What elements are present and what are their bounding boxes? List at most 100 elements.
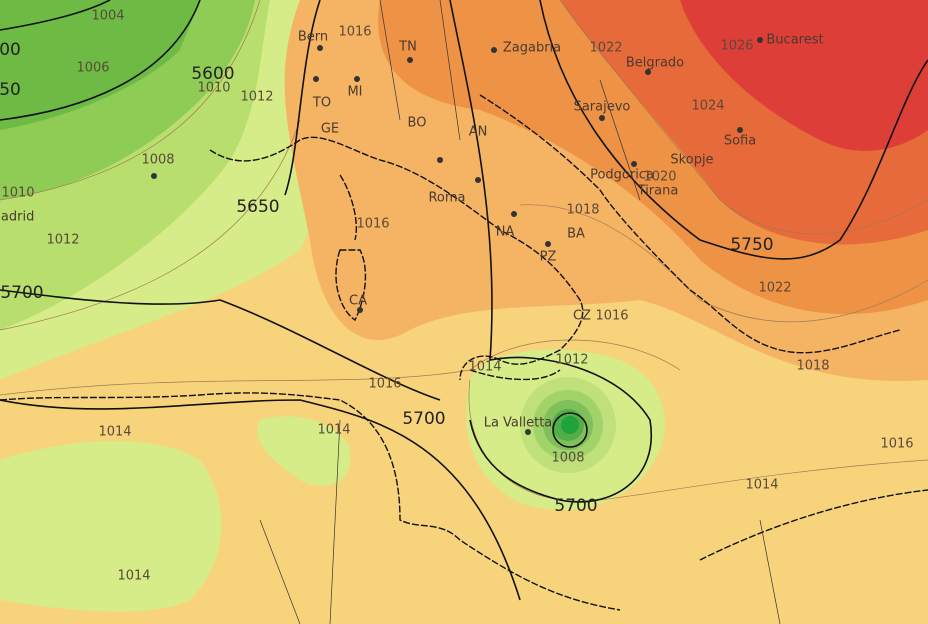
isobar-label: 1016 — [880, 437, 913, 452]
height-label: 5700 — [0, 283, 43, 303]
isobar-label: 1008 — [551, 451, 584, 466]
field-patch — [257, 416, 351, 486]
isobar-label: 1014 — [98, 425, 131, 440]
isobar-label: 1014 — [745, 478, 778, 493]
city-dot — [545, 241, 551, 247]
coastline — [209, 136, 584, 381]
isobar — [559, 0, 928, 235]
city-dot — [475, 177, 481, 183]
city-dot — [525, 429, 531, 435]
height-contour — [284, 0, 321, 196]
height-label: 5700 — [554, 496, 597, 516]
isobar — [0, 339, 681, 396]
city-dot — [737, 127, 743, 133]
city-dot — [511, 211, 517, 217]
city-label: Bucarest — [766, 33, 823, 48]
height-contour — [0, 399, 521, 601]
height-label: 50 — [0, 80, 21, 100]
isobar-label: 1012 — [555, 353, 588, 368]
isobar-label: 1022 — [589, 41, 622, 56]
border — [259, 0, 781, 624]
city-label: BA — [567, 227, 585, 242]
city-label: TO — [312, 96, 331, 111]
isobar-label: 1010 — [197, 81, 230, 96]
height-contour — [539, 0, 928, 260]
isobar-label: 1024 — [691, 99, 724, 114]
height-label: 5650 — [236, 197, 279, 217]
isobar-label: 1026 — [720, 39, 753, 54]
coastline — [699, 489, 928, 561]
isobar-label: 1008 — [141, 153, 174, 168]
height-contour — [449, 0, 653, 503]
city-dot — [631, 161, 637, 167]
city-label: Belgrado — [626, 56, 684, 71]
city-dot — [151, 173, 157, 179]
height-label: 00 — [0, 40, 21, 60]
isobar — [519, 204, 928, 323]
isobar-label: 1022 — [758, 281, 791, 296]
city-label: Podgorica — [590, 168, 654, 183]
isobar-label: 1014 — [117, 569, 150, 584]
field-red — [680, 0, 928, 151]
city-label: MI — [347, 85, 362, 100]
isobar — [468, 379, 928, 502]
labels: 1004 1006 1010 1012 1008 1010 1012 1016 … — [0, 9, 914, 584]
city-label: Bern — [298, 30, 328, 45]
height-contour — [0, 0, 111, 31]
city-dot — [599, 115, 605, 121]
isobar-label: 1016 — [338, 25, 371, 40]
isobar-label: 1010 — [1, 186, 34, 201]
isobar-label: 1018 — [796, 359, 829, 374]
isobar-label: 1006 — [76, 61, 109, 76]
city-label: Tirana — [637, 184, 679, 199]
city-dot — [407, 57, 413, 63]
coastline — [0, 369, 621, 611]
city-dot — [357, 307, 363, 313]
isobar-label: 1016 — [595, 309, 628, 324]
field-dark-green — [0, 0, 200, 130]
low-core — [561, 416, 579, 434]
city-label: PZ — [540, 250, 557, 265]
isobar-label: 1016 — [356, 217, 389, 232]
height-label: 5750 — [730, 235, 773, 255]
isobar-label: 1014 — [468, 360, 501, 375]
city-label: Zagabria — [503, 41, 561, 56]
city-label: AN — [469, 125, 488, 140]
city-dots — [151, 37, 763, 435]
field-patch — [0, 441, 222, 612]
city-label: NA — [496, 225, 515, 240]
isobar-label: 1016 — [368, 377, 401, 392]
city-dot — [757, 37, 763, 43]
city-label: GE — [321, 122, 339, 137]
city-label: CA — [349, 294, 367, 309]
city-label: Sofia — [724, 134, 756, 149]
city-label: BO — [408, 116, 427, 131]
city-label: Sarajevo — [574, 100, 631, 115]
isobar — [0, 0, 261, 201]
coastline — [479, 94, 901, 354]
isobar-label: 1018 — [566, 203, 599, 218]
height-label: 5600 — [191, 64, 234, 84]
isobar-label: 1014 — [317, 423, 350, 438]
height-contour — [0, 289, 441, 401]
height-contour — [0, 0, 201, 121]
city-dot — [354, 76, 360, 82]
height-label: 5700 — [402, 409, 445, 429]
city-label: Skopje — [670, 153, 713, 168]
isobar-label: 1012 — [46, 233, 79, 248]
isobar-label: 1004 — [91, 9, 124, 24]
city-dot — [437, 157, 443, 163]
city-label: Roma — [428, 191, 465, 206]
city-dot — [313, 76, 319, 82]
low-contour — [552, 412, 588, 448]
city-dot — [317, 45, 323, 51]
isobar-label: 1020 — [643, 170, 676, 185]
city-label: TN — [398, 40, 417, 55]
city-label: La Valletta — [484, 416, 553, 431]
coastline — [335, 174, 367, 322]
city-dot — [491, 47, 497, 53]
isobar-label: 1012 — [240, 90, 273, 105]
city-label: CZ — [573, 309, 591, 324]
isobar — [0, 119, 301, 331]
